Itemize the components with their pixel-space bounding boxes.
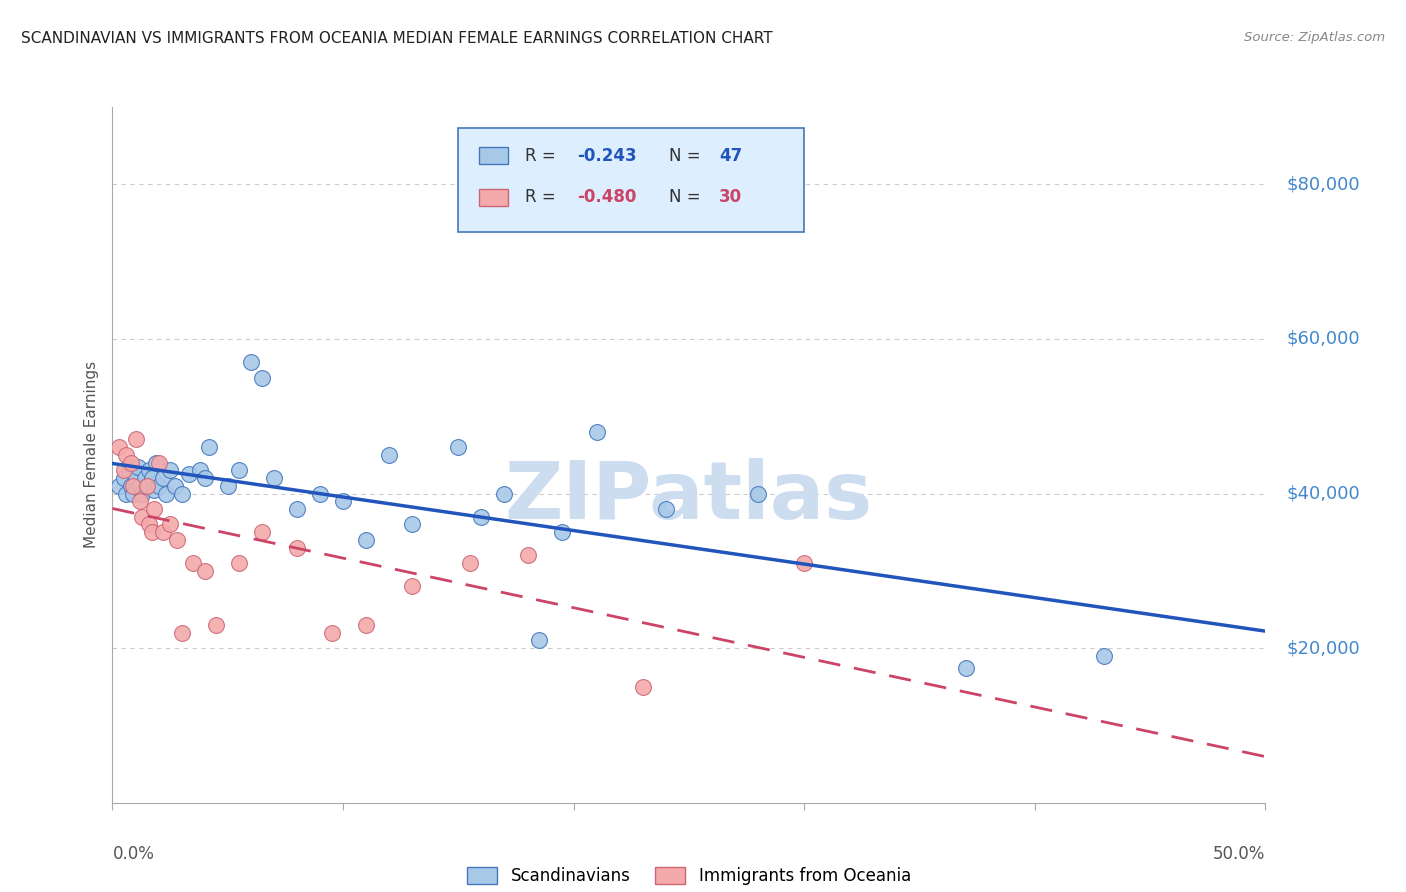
Point [143, 502, 166, 516]
Text: 30: 30 [718, 188, 742, 206]
Point [585, 425, 607, 439]
Point [470, 509, 492, 524]
Point [166, 533, 188, 547]
Point [163, 479, 186, 493]
Text: -0.243: -0.243 [576, 147, 637, 165]
Point [170, 486, 193, 500]
Point [124, 471, 146, 485]
Point [148, 456, 170, 470]
Text: Source: ZipAtlas.com: Source: ZipAtlas.com [1244, 31, 1385, 45]
Point [127, 459, 149, 474]
Point [136, 479, 159, 493]
Text: $80,000: $80,000 [1286, 176, 1360, 194]
Point [205, 618, 228, 632]
Point [458, 556, 481, 570]
Text: -0.480: -0.480 [576, 188, 637, 206]
Text: N =: N = [669, 147, 706, 165]
Point [108, 440, 131, 454]
Y-axis label: Median Female Earnings: Median Female Earnings [84, 361, 100, 549]
Point [155, 486, 177, 500]
Point [122, 479, 145, 493]
Point [239, 355, 262, 369]
Point [115, 486, 138, 500]
Point [131, 509, 153, 524]
Point [516, 549, 538, 563]
Point [115, 448, 138, 462]
Point [181, 556, 204, 570]
Point [321, 625, 343, 640]
Point [332, 494, 354, 508]
Point [177, 467, 200, 482]
Text: SCANDINAVIAN VS IMMIGRANTS FROM OCEANIA MEDIAN FEMALE EARNINGS CORRELATION CHART: SCANDINAVIAN VS IMMIGRANTS FROM OCEANIA … [21, 31, 773, 46]
Text: 50.0%: 50.0% [1213, 845, 1265, 863]
Point [354, 533, 377, 547]
Point [252, 370, 274, 384]
Legend: Scandinavians, Immigrants from Oceania: Scandinavians, Immigrants from Oceania [467, 867, 911, 885]
Point [198, 440, 221, 454]
Point [138, 463, 160, 477]
Point [263, 471, 285, 485]
Point [141, 471, 163, 485]
Point [655, 502, 678, 516]
Point [527, 633, 550, 648]
Point [228, 556, 250, 570]
Point [354, 618, 377, 632]
Point [112, 471, 135, 485]
Text: N =: N = [669, 188, 706, 206]
FancyBboxPatch shape [458, 128, 804, 232]
Point [447, 440, 470, 454]
Point [159, 517, 181, 532]
Text: 47: 47 [718, 147, 742, 165]
Point [217, 479, 239, 493]
Point [117, 463, 139, 477]
Point [1092, 648, 1115, 663]
Text: $20,000: $20,000 [1286, 640, 1360, 657]
Point [129, 479, 152, 493]
Point [124, 433, 146, 447]
Point [108, 479, 131, 493]
Point [378, 448, 401, 462]
FancyBboxPatch shape [479, 147, 508, 164]
Point [793, 556, 815, 570]
Point [122, 486, 145, 500]
Point [494, 486, 516, 500]
Point [145, 456, 167, 470]
Point [747, 486, 769, 500]
Point [143, 483, 166, 497]
Point [170, 625, 193, 640]
Point [631, 680, 654, 694]
Point [131, 486, 153, 500]
Point [252, 525, 274, 540]
Text: 0.0%: 0.0% [112, 845, 155, 863]
Point [401, 579, 423, 593]
FancyBboxPatch shape [479, 189, 508, 206]
Text: $60,000: $60,000 [1286, 330, 1360, 348]
Point [120, 456, 142, 470]
Point [955, 660, 977, 674]
Point [120, 479, 142, 493]
Point [159, 463, 181, 477]
Point [152, 525, 174, 540]
Point [152, 471, 174, 485]
Point [194, 471, 217, 485]
Point [148, 479, 170, 493]
Point [194, 564, 217, 578]
Point [112, 463, 135, 477]
Point [309, 486, 332, 500]
Point [141, 525, 163, 540]
Point [228, 463, 250, 477]
Point [129, 494, 152, 508]
Text: R =: R = [526, 147, 561, 165]
Point [285, 502, 308, 516]
Point [136, 479, 159, 493]
Point [401, 517, 423, 532]
Point [134, 471, 156, 485]
Text: $40,000: $40,000 [1286, 484, 1360, 502]
Point [285, 541, 308, 555]
Point [551, 525, 574, 540]
Text: ZIPatlas: ZIPatlas [505, 458, 873, 536]
Point [188, 463, 211, 477]
Text: R =: R = [526, 188, 561, 206]
Point [138, 517, 160, 532]
